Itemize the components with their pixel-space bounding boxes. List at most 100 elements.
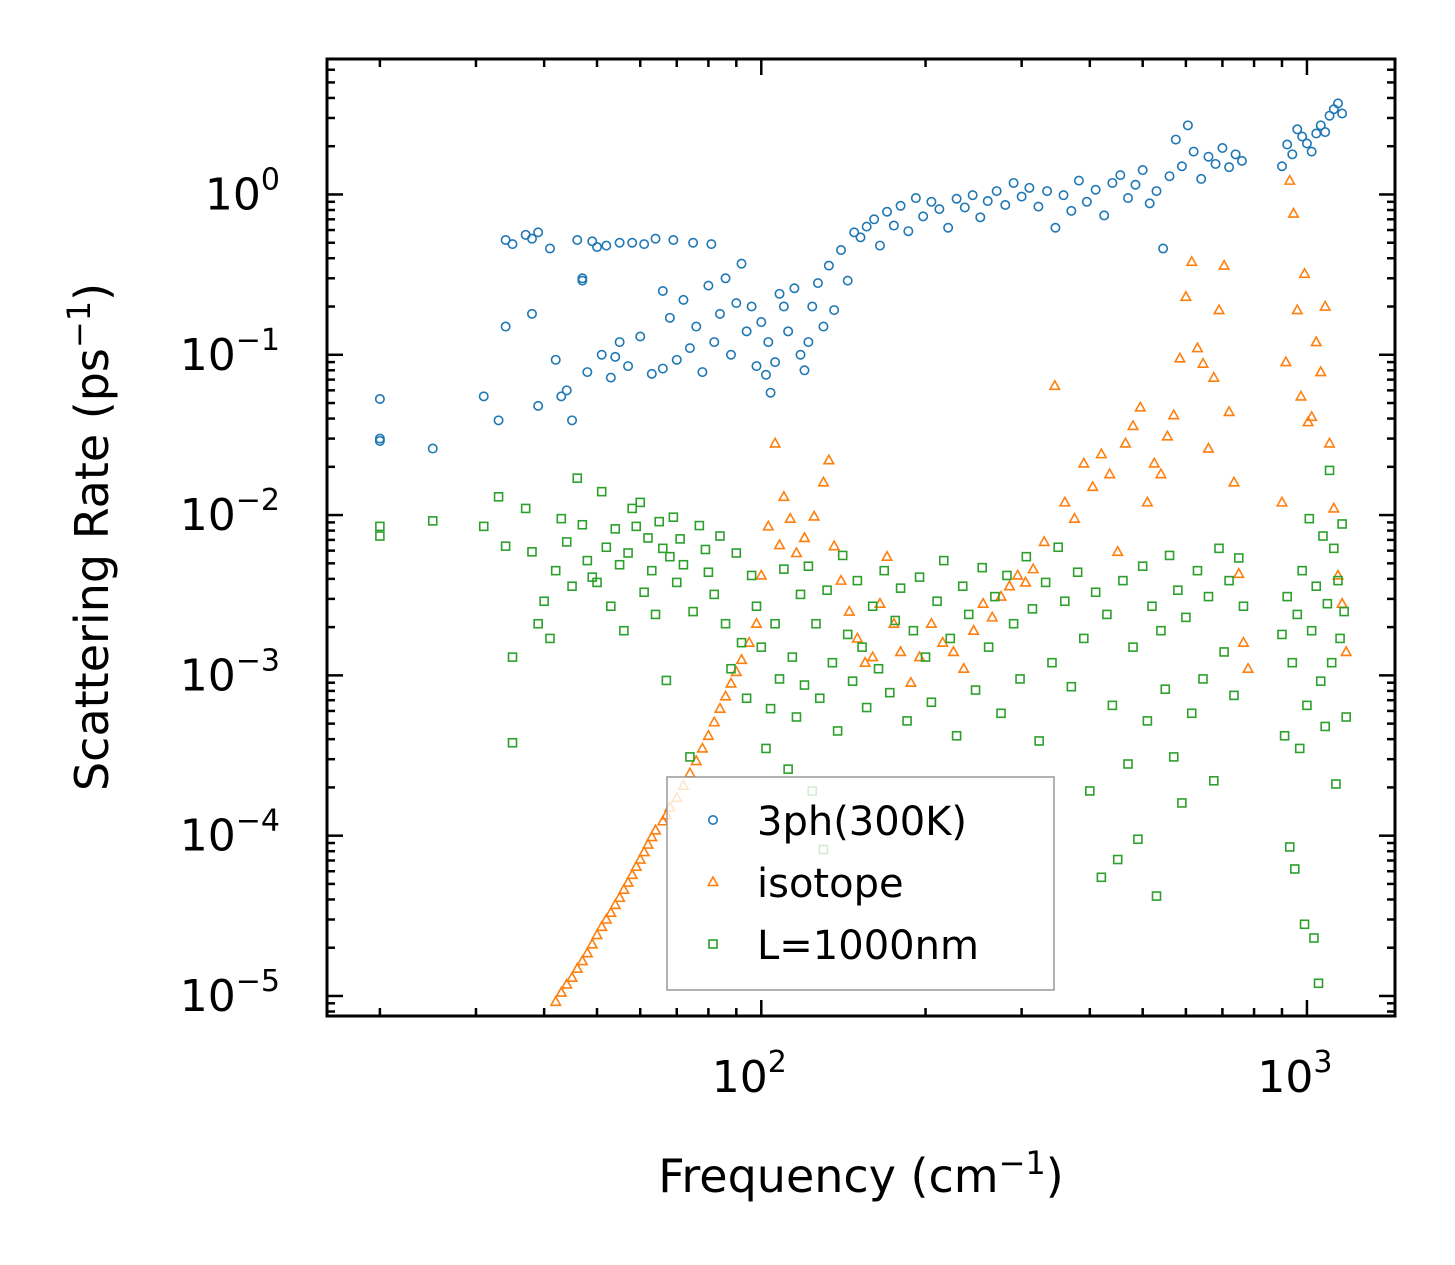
- data-point: [1066, 681, 1077, 692]
- data-point: [582, 367, 593, 378]
- data-point: [556, 513, 567, 524]
- data-point: [880, 550, 894, 561]
- data-point: [1297, 131, 1308, 142]
- data-point: [894, 645, 907, 657]
- data-point: [643, 533, 653, 543]
- data-point: [799, 365, 810, 376]
- data-point: [902, 716, 912, 726]
- data-point: [1203, 151, 1214, 162]
- data-point: [1332, 98, 1343, 109]
- data-point: [715, 531, 725, 541]
- data-point: [1227, 475, 1241, 487]
- data-point: [852, 575, 863, 586]
- data-point: [957, 662, 970, 674]
- data-point: [1133, 834, 1143, 845]
- data-point: [1123, 193, 1134, 204]
- data-point: [567, 581, 577, 591]
- data-point: [951, 193, 962, 204]
- data-point: [811, 618, 821, 629]
- data-point: [1008, 618, 1019, 629]
- data-point: [982, 196, 993, 207]
- data-point: [866, 650, 879, 662]
- data-point: [934, 204, 945, 215]
- data-point: [760, 369, 771, 380]
- data-point: [688, 237, 699, 248]
- data-point: [1279, 730, 1290, 741]
- data-point: [577, 519, 588, 530]
- data-point: [789, 283, 800, 294]
- data-point: [1241, 662, 1255, 674]
- data-point: [1154, 467, 1168, 479]
- data-point: [799, 680, 810, 690]
- data-point: [661, 675, 672, 686]
- data-point: [837, 550, 848, 561]
- data-point: [808, 509, 821, 521]
- data-point: [1219, 647, 1229, 657]
- data-point: [990, 591, 1000, 602]
- data-point: [1096, 872, 1107, 883]
- data-point: [678, 294, 689, 305]
- data-point: [832, 726, 843, 736]
- data-point: [507, 652, 518, 662]
- data-point: [1118, 575, 1128, 586]
- data-point: [613, 891, 626, 903]
- data-point: [783, 326, 794, 337]
- data-point: [1302, 700, 1312, 711]
- data-point: [736, 637, 747, 648]
- data-point: [1319, 299, 1332, 311]
- data-point: [1320, 127, 1331, 138]
- data-point: [1217, 258, 1231, 270]
- data-point: [639, 239, 650, 250]
- data-point: [572, 473, 583, 483]
- plot-frame: [325, 57, 1397, 1018]
- data-point: [1309, 933, 1319, 943]
- data-point: [638, 845, 651, 857]
- data-point: [890, 615, 901, 626]
- data-point: [1042, 186, 1053, 197]
- data-point: [581, 946, 594, 958]
- data-point: [755, 568, 768, 580]
- data-point: [697, 367, 708, 378]
- data-point: [874, 240, 885, 251]
- data-point: [720, 273, 731, 284]
- data-point: [986, 610, 999, 622]
- data-point: [649, 823, 662, 835]
- data-point: [770, 618, 780, 629]
- data-point: [668, 234, 679, 245]
- data-point: [1340, 645, 1353, 657]
- legend-marker: [706, 875, 720, 887]
- data-point: [1298, 267, 1311, 279]
- data-point: [654, 516, 664, 527]
- data-point: [610, 524, 621, 534]
- data-point: [1021, 551, 1032, 562]
- data-point: [1148, 456, 1161, 468]
- data-point: [730, 665, 743, 677]
- data-point: [1304, 513, 1315, 524]
- y-axis-label: Scattering Rate (ps−1): [60, 283, 119, 791]
- legend-entry: L=1000nm: [708, 923, 979, 969]
- data-point: [1027, 562, 1040, 574]
- data-point: [545, 633, 555, 644]
- data-point: [702, 729, 715, 741]
- legend-marker: [708, 939, 718, 949]
- data-point: [605, 372, 616, 383]
- data-point: [784, 512, 797, 523]
- data-point: [694, 520, 705, 531]
- data-point: [561, 385, 572, 396]
- data-point: [526, 308, 537, 319]
- data-point: [1151, 186, 1162, 197]
- data-point: [1144, 198, 1155, 209]
- data-point: [703, 567, 714, 578]
- data-point: [1202, 441, 1215, 453]
- data-point: [1275, 495, 1289, 507]
- data-point: [478, 521, 489, 532]
- data-point: [719, 689, 732, 701]
- data-point: [639, 587, 649, 598]
- data-point: [1326, 657, 1337, 668]
- data-point: [1130, 179, 1141, 190]
- data-point: [1302, 415, 1315, 427]
- data-point: [582, 555, 593, 566]
- data-point: [1339, 606, 1349, 617]
- data-point: [1126, 419, 1140, 431]
- data-point: [1003, 579, 1016, 591]
